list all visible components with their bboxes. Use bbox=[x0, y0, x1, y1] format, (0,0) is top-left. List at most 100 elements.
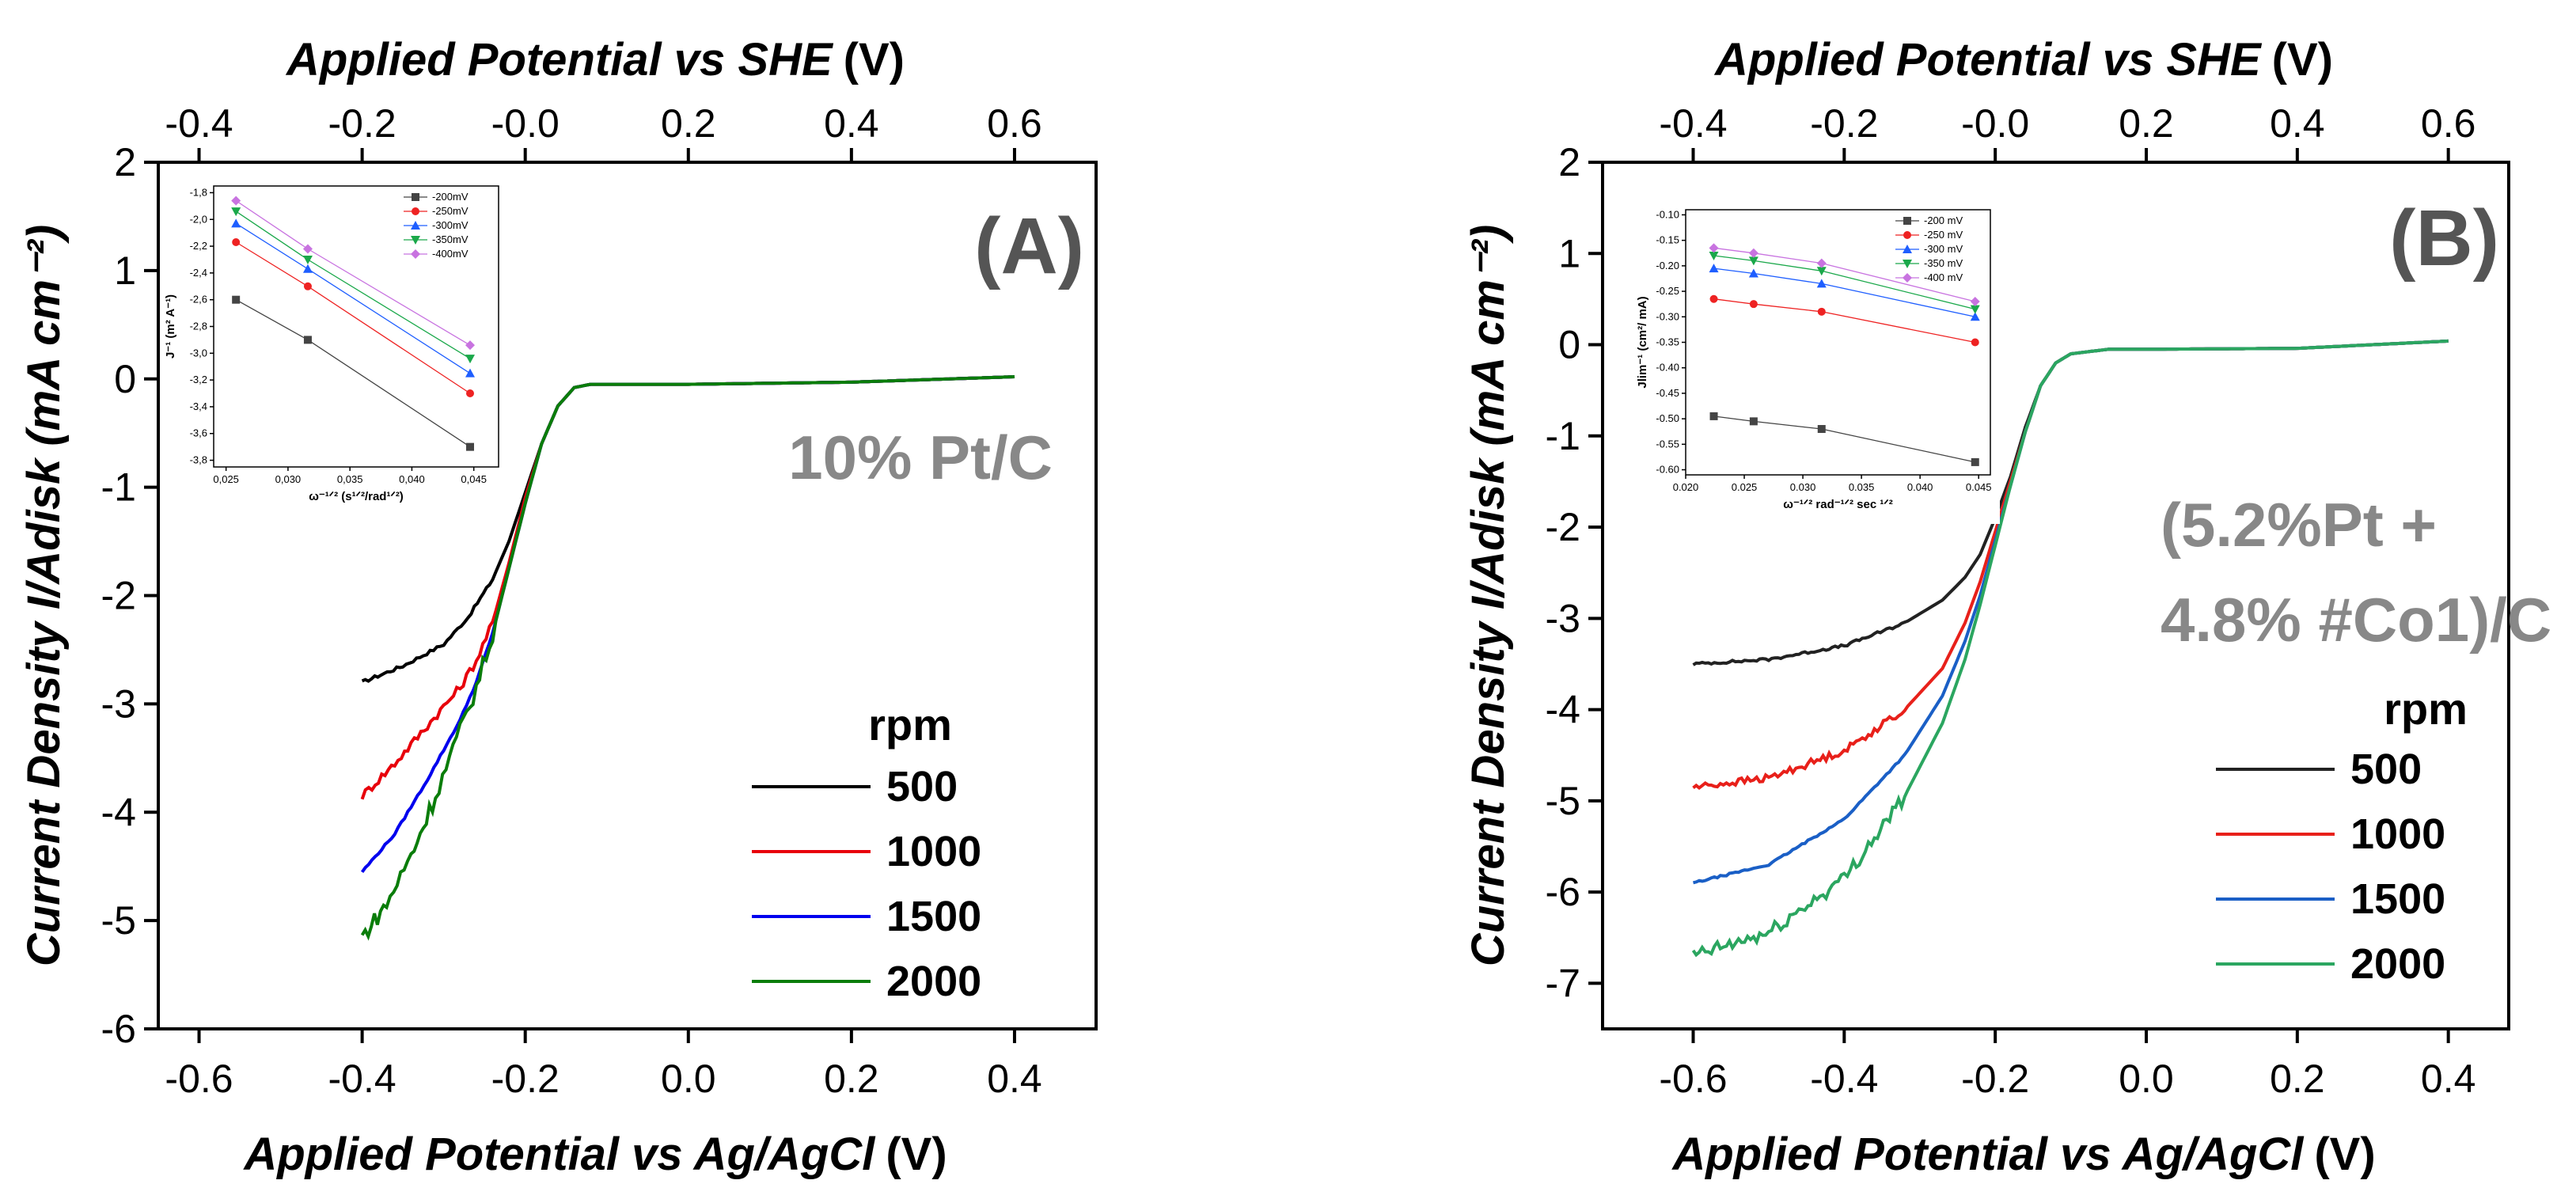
x-tick-label: -0.6 bbox=[1659, 1057, 1727, 1101]
inset-y-tick-label: -0.40 bbox=[1656, 362, 1679, 374]
inset-point bbox=[302, 244, 313, 254]
legend-label: 2000 bbox=[2350, 940, 2445, 988]
inset-series-line--350 mV bbox=[1713, 255, 1975, 310]
inset-point bbox=[231, 195, 241, 206]
y-tick-label: -1 bbox=[101, 465, 136, 510]
inset-point bbox=[1748, 256, 1758, 266]
inset-chart: 0,025 0,030 0,035 0,040 0,045 -1,8 -2,0 -2,2 -2,… bbox=[164, 180, 508, 516]
x-tick-label: 0.0 bbox=[2119, 1057, 2174, 1101]
y-tick-label: -7 bbox=[1546, 961, 1580, 1005]
inset-point bbox=[1817, 425, 1826, 434]
inset-x-axis-title: ω⁻¹ᐟ² (s¹ᐟ²/rad¹ᐟ²) bbox=[309, 490, 404, 503]
inset-y-tick-label: -0.45 bbox=[1656, 387, 1679, 399]
x-axis-title-unit: (V) bbox=[886, 1129, 947, 1180]
y-tick-label: -2 bbox=[1546, 505, 1580, 549]
x-tick-label: -0.4 bbox=[328, 1057, 396, 1101]
inset-point bbox=[1970, 296, 1980, 306]
inset-legend-marker bbox=[411, 221, 420, 230]
inset-point bbox=[231, 207, 241, 217]
inset-legend-label: -200mV bbox=[432, 191, 469, 203]
inset-point bbox=[1816, 267, 1827, 276]
top-x-tick-label: 0.6 bbox=[987, 101, 1042, 146]
inset-x-tick-label: 0,030 bbox=[275, 473, 302, 485]
inset-chart: 0.020 0.025 0.030 0.035 0.040 0.045 -0.10 -0.15… bbox=[1636, 203, 2000, 524]
panel-label: (B) bbox=[2389, 194, 2499, 283]
inset-point bbox=[1709, 251, 1719, 260]
inset-point bbox=[465, 355, 475, 364]
inset-legend-label: -250 mV bbox=[1924, 229, 1963, 241]
inset-point bbox=[303, 336, 312, 344]
inset-y-tick-label: -0.20 bbox=[1656, 260, 1679, 271]
inset-series-line--250 mV bbox=[1713, 298, 1975, 343]
legend-title: rpm bbox=[2384, 684, 2468, 734]
inset-y-tick-label: -0.25 bbox=[1656, 285, 1679, 297]
x-tick-label: -0.6 bbox=[165, 1057, 233, 1101]
inset-x-tick-label: 0,035 bbox=[337, 473, 363, 485]
inset-y-tick-label: -0.50 bbox=[1656, 412, 1679, 424]
x-tick-label: -0.4 bbox=[1810, 1057, 1878, 1101]
inset-point bbox=[1970, 312, 1980, 321]
y-tick-label: 0 bbox=[114, 357, 136, 401]
inset-y-tick-label: -3,0 bbox=[190, 347, 207, 359]
inset-legend-marker bbox=[412, 207, 419, 215]
legend-label: 1000 bbox=[2350, 810, 2445, 858]
inset-series-line--200 mV bbox=[1713, 416, 1975, 463]
top-x-axis-title-unit: (V) bbox=[844, 34, 905, 85]
x-tick-label: -0.2 bbox=[1961, 1057, 2029, 1101]
inset-legend-marker bbox=[1903, 245, 1912, 253]
x-axis-title: Applied Potential vs Ag/AgCl (V) bbox=[1671, 1129, 2375, 1180]
inset-point bbox=[303, 282, 312, 290]
legend-label: 1000 bbox=[886, 828, 981, 875]
inset-point bbox=[1709, 294, 1718, 303]
inset-point bbox=[465, 340, 475, 351]
panel-a: -0.6 -0.4 -0.2 0.0 0.2 0.4 -0.4 -0.2 -0.0 0.2 0.4 0… bbox=[18, 34, 1098, 1180]
y-tick-label: -5 bbox=[1546, 779, 1580, 823]
inset-legend-label: -250mV bbox=[432, 205, 469, 217]
inset-series-line--400 mV bbox=[1713, 247, 1975, 302]
inset-y-tick-label: -1,8 bbox=[190, 186, 207, 198]
top-x-tick-label: -0.2 bbox=[1810, 101, 1878, 146]
top-x-tick-label: 0.4 bbox=[824, 101, 879, 146]
inset-point bbox=[1709, 264, 1719, 273]
inset-point bbox=[1748, 268, 1758, 278]
legend-label: 2000 bbox=[886, 958, 981, 1005]
inset-legend-marker bbox=[411, 249, 420, 259]
inset-x-tick-label: 0,025 bbox=[213, 473, 239, 485]
inset-point bbox=[302, 255, 313, 264]
inset-y-tick-label: -2,6 bbox=[190, 294, 207, 305]
top-x-tick-label: 0.2 bbox=[2119, 101, 2174, 146]
x-tick-label: 0.2 bbox=[2270, 1057, 2325, 1101]
top-x-tick-label: -0.4 bbox=[165, 101, 233, 146]
inset-background bbox=[182, 180, 508, 516]
x-tick-label: 0.4 bbox=[987, 1057, 1042, 1101]
top-x-axis-title-unit: (V) bbox=[2272, 34, 2333, 85]
y-tick-label: -1 bbox=[1546, 414, 1580, 458]
inset-legend-label: -300mV bbox=[432, 219, 469, 231]
inset-point bbox=[465, 368, 475, 378]
legend-label: 1500 bbox=[886, 893, 981, 940]
y-tick-label: -6 bbox=[1546, 870, 1580, 914]
inset-x-tick-label: 0.025 bbox=[1732, 481, 1758, 493]
series-line-2000 bbox=[360, 375, 1015, 941]
inset-point bbox=[1971, 457, 1979, 466]
top-x-axis-title-text: Applied Potential vs SHE bbox=[285, 34, 834, 85]
inset-y-tick-label: -3,6 bbox=[190, 427, 207, 439]
inset-y-tick-label: -0.10 bbox=[1656, 208, 1679, 220]
inset-y-tick-label: -2,8 bbox=[190, 321, 207, 332]
y-tick-label: -3 bbox=[101, 681, 136, 726]
inset-y-tick-label: -3,4 bbox=[190, 400, 207, 412]
x-tick-label: -0.2 bbox=[491, 1057, 560, 1101]
inset-point bbox=[302, 264, 313, 273]
inset-legend-label: -400 mV bbox=[1924, 271, 1963, 283]
inset-x-tick-label: 0,040 bbox=[399, 473, 425, 485]
top-x-tick-label: -0.2 bbox=[328, 101, 396, 146]
inset-x-tick-label: 0.045 bbox=[1966, 481, 1992, 493]
inset-x-tick-label: 0.030 bbox=[1790, 481, 1816, 493]
inset-legend-label: -350mV bbox=[432, 233, 469, 245]
inset-y-tick-label: -0.35 bbox=[1656, 336, 1679, 348]
inset-legend-label: -300 mV bbox=[1924, 243, 1963, 255]
inset-point bbox=[1749, 300, 1758, 309]
legend-label: 1500 bbox=[2350, 875, 2445, 923]
top-x-tick-label: -0.4 bbox=[1659, 101, 1727, 146]
